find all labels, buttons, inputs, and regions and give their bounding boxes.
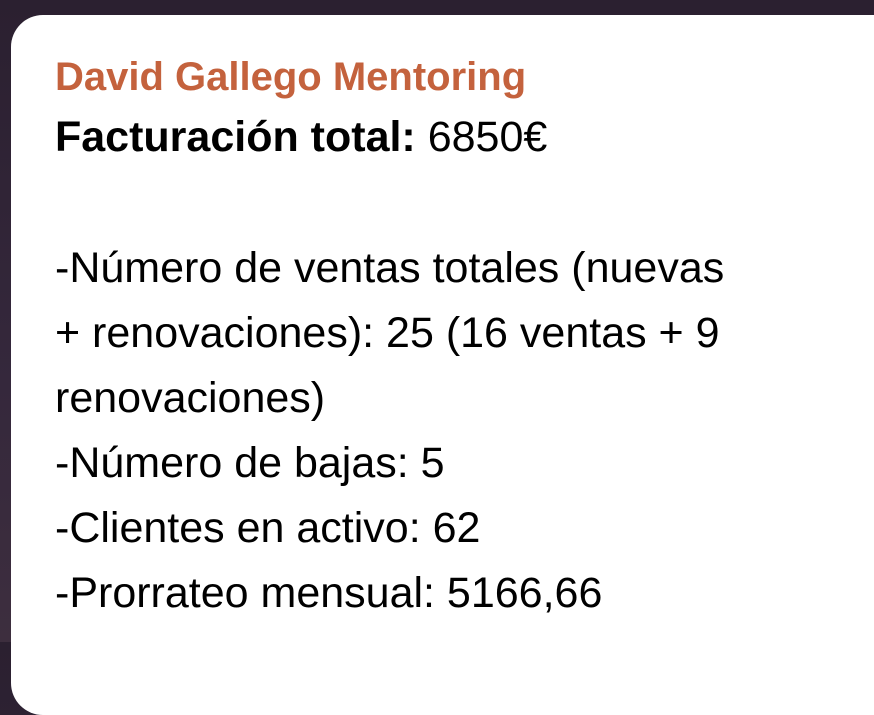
total-billing-line: Facturación total: 6850€ — [55, 105, 874, 170]
message-line: -Número de bajas: 5 — [55, 439, 445, 487]
total-billing-label: Facturación total: — [55, 113, 416, 161]
sender-name[interactable]: David Gallego Mentoring — [55, 55, 527, 99]
blank-line — [55, 170, 874, 236]
total-billing-value: 6850€ — [427, 113, 548, 161]
message-line: -Número de ventas totales (nuevas — [55, 244, 725, 292]
message-line: -Prorrateo mensual: 5166,66 — [55, 569, 603, 617]
message-line: renovaciones) — [55, 374, 326, 422]
message-line: -Clientes en activo: 62 — [55, 504, 481, 552]
message-line: + renovaciones): 25 (16 ventas + 9 — [55, 309, 720, 357]
message-content: David Gallego Mentoring Facturación tota… — [55, 49, 874, 626]
message-bubble[interactable]: David Gallego Mentoring Facturación tota… — [11, 15, 874, 715]
